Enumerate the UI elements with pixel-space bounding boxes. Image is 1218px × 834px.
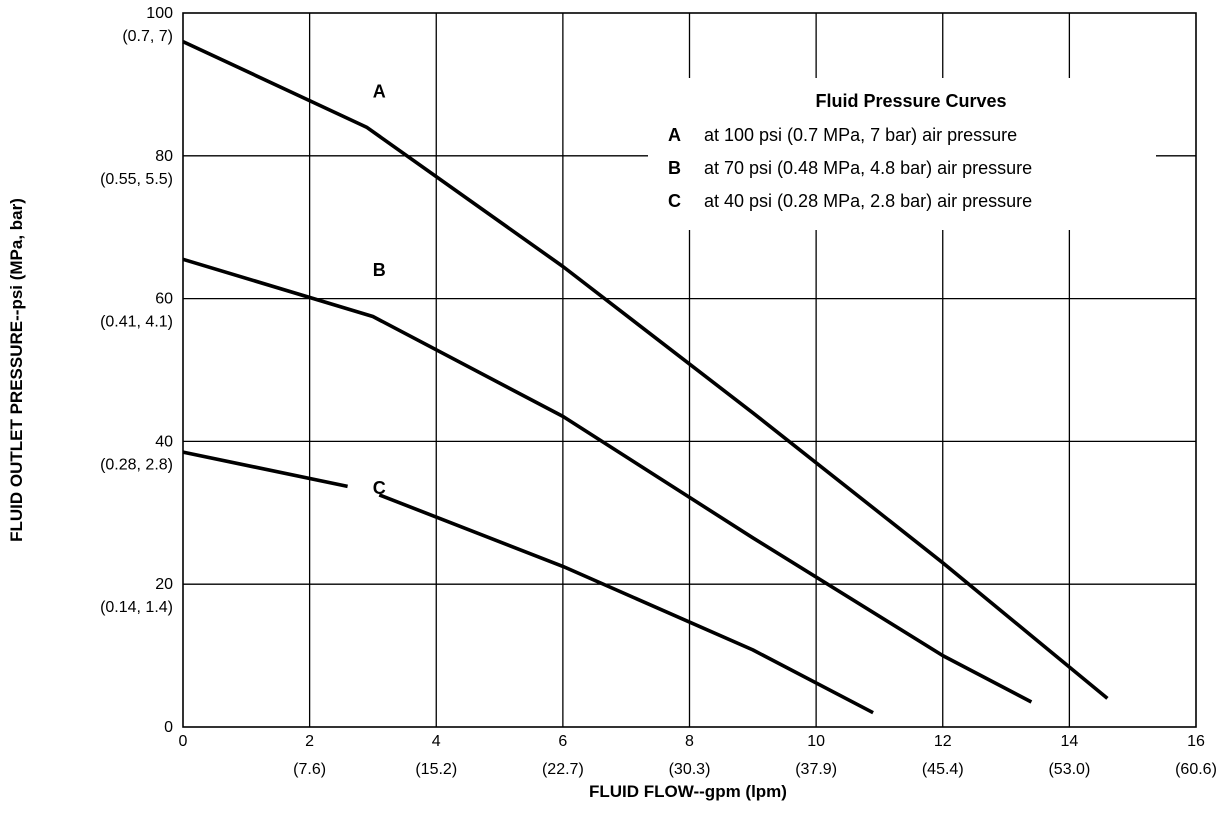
curve-c [378, 493, 874, 715]
curve-labels: A B C [373, 82, 386, 498]
x-tick-sublabel: (30.3) [669, 761, 711, 778]
x-tick-sublabel: (7.6) [293, 761, 326, 778]
curve-label-a: A [373, 82, 386, 102]
y-tick-sublabel: (0.7, 7) [122, 28, 173, 45]
y-tick-sublabel: (0.14, 1.4) [100, 599, 173, 616]
y-tick-sublabel: (0.28, 2.8) [100, 456, 173, 473]
y-tick-label: 0 [164, 719, 173, 736]
curve-b [182, 257, 1033, 704]
x-tick-sublabel: (37.9) [795, 761, 837, 778]
x-tick-label: 14 [1060, 733, 1078, 750]
x-tick-sublabel: (22.7) [542, 761, 584, 778]
x-tick-label: 2 [305, 733, 314, 750]
x-tick-label: 4 [432, 733, 441, 750]
curve-a [182, 39, 1109, 700]
x-tick-label: 16 [1187, 733, 1205, 750]
curve-label-c: C [373, 478, 386, 498]
y-tick-sublabel: (0.41, 4.1) [100, 314, 173, 331]
curve-layer [182, 39, 1109, 715]
legend-text-c: at 40 psi (0.28 MPa, 2.8 bar) air pressu… [704, 191, 1032, 211]
curve-label-b: B [373, 260, 386, 280]
y-tick-label: 40 [155, 433, 173, 450]
legend-letter-b: B [668, 158, 681, 178]
tick-labels: 0 2 (7.6) 4 (15.2) 6 (22.7) 8 (30.3) 10 (37.9) 12 (4… [100, 5, 1217, 778]
legend-text-b: at 70 psi (0.48 MPa, 4.8 bar) air pressu… [704, 158, 1032, 178]
legend-letter-a: A [668, 125, 681, 145]
y-axis-title: FLUID OUTLET PRESSURE--psi (MPa, bar) [7, 198, 26, 542]
x-tick-label: 12 [934, 733, 952, 750]
y-tick-label: 100 [146, 5, 173, 22]
y-tick-label: 60 [155, 291, 173, 308]
legend-title: Fluid Pressure Curves [815, 91, 1006, 111]
legend-letter-c: C [668, 191, 681, 211]
x-tick-label: 0 [179, 733, 188, 750]
curve-c [182, 450, 348, 489]
x-tick-sublabel: (53.0) [1048, 761, 1090, 778]
legend-background [648, 78, 1156, 230]
x-tick-label: 10 [807, 733, 825, 750]
x-tick-sublabel: (15.2) [415, 761, 457, 778]
plot-frame [182, 12, 1197, 728]
x-tick-sublabel: (45.4) [922, 761, 964, 778]
y-tick-sublabel: (0.55, 5.5) [100, 171, 173, 188]
y-tick-label: 80 [155, 148, 173, 165]
x-tick-label: 8 [685, 733, 694, 750]
y-tick-label: 20 [155, 576, 173, 593]
x-axis-title: FLUID FLOW--gpm (lpm) [589, 782, 787, 801]
legend-text-a: at 100 psi (0.7 MPa, 7 bar) air pressure [704, 125, 1017, 145]
x-tick-label: 6 [558, 733, 567, 750]
x-tick-sublabel: (60.6) [1175, 761, 1217, 778]
